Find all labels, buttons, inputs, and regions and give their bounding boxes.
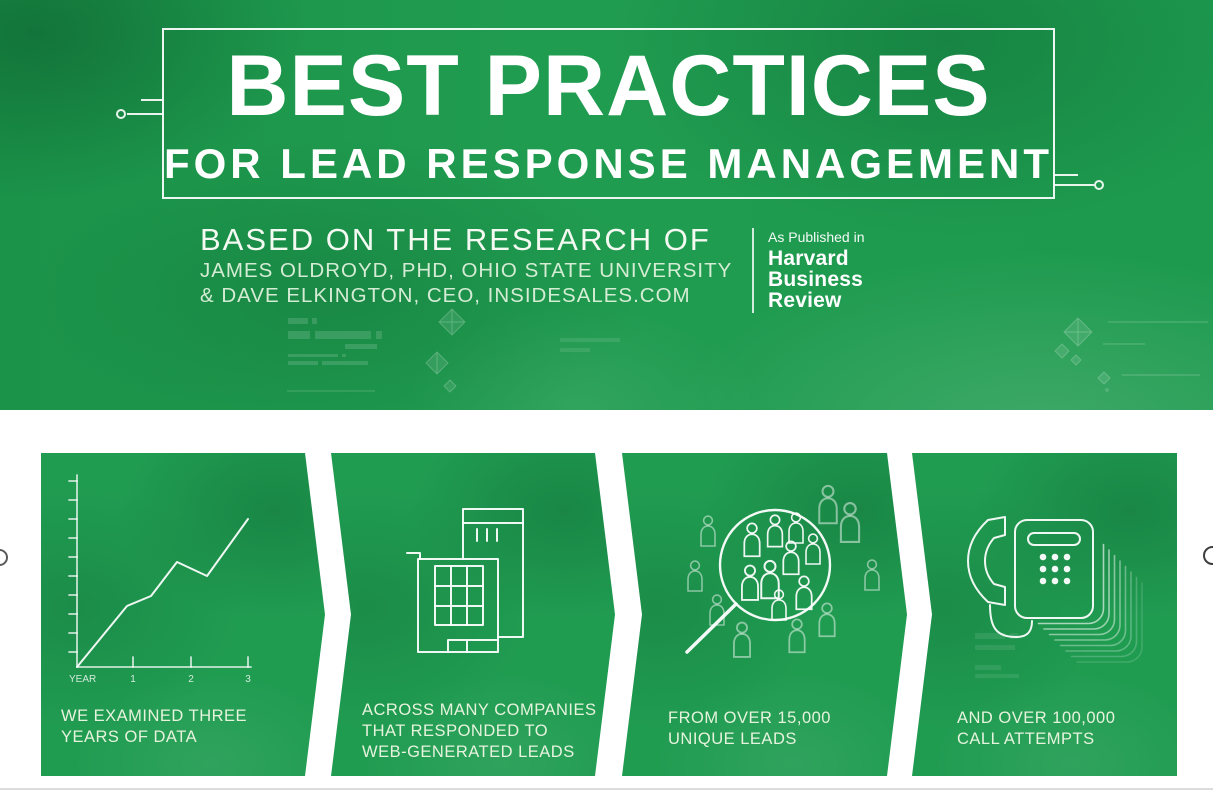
hbr-logo-line-2: Business [768, 268, 863, 291]
ghost-text-bars [287, 318, 620, 392]
title-box: BEST PRACTICES FOR LEAD RESPONSE MANAGEM… [162, 28, 1055, 199]
svg-text:2: 2 [188, 674, 194, 685]
vertical-divider [752, 228, 754, 313]
page-subtitle: FOR LEAD RESPONSE MANAGEMENT [163, 139, 1054, 187]
based-on-label: BASED ON THE RESEARCH OF [200, 222, 711, 257]
carousel-prev-button[interactable] [0, 549, 8, 566]
panel-three-years-of-data: YEAR 1 2 3 WE EXAMINED THREE YEARS OF DA… [41, 453, 325, 776]
researcher-line-2: & DAVE ELKINGTON, CEO, INSIDESALES.COM [200, 284, 691, 307]
circuit-trace-right-icon [1054, 174, 1104, 190]
svg-text:3: 3 [245, 674, 251, 685]
ghost-text-bars [975, 633, 1019, 678]
buildings-icon [403, 503, 533, 663]
hero-section: BEST PRACTICES FOR LEAD RESPONSE MANAGEM… [0, 0, 1213, 410]
panel-caption: FROM OVER 15,000 UNIQUE LEADS [668, 709, 831, 748]
panel-unique-leads: FROM OVER 15,000 UNIQUE LEADS [622, 453, 907, 776]
page-title: BEST PRACTICES [226, 37, 991, 134]
panel-many-companies: ACROSS MANY COMPANIES THAT RESPONDED TO … [331, 453, 615, 776]
circuit-trace-left-icon [116, 99, 163, 119]
panel-caption: ACROSS MANY COMPANIES THAT RESPONDED TO … [362, 701, 597, 761]
hbr-logo-line-1: Harvard [768, 247, 849, 270]
panel-caption: AND OVER 100,000 CALL ATTEMPTS [957, 709, 1116, 748]
svg-text:1: 1 [130, 674, 136, 685]
carousel-next-button[interactable] [1203, 546, 1213, 565]
byline-block: BASED ON THE RESEARCH OF JAMES OLDROYD, … [200, 222, 732, 308]
harvard-business-review-badge: As Published in Harvard Business Review [752, 228, 865, 313]
published-in-label: As Published in [768, 229, 865, 245]
svg-text:YEAR: YEAR [69, 674, 96, 685]
panel-call-attempts: AND OVER 100,000 CALL ATTEMPTS [912, 453, 1177, 776]
diamond-deco-icons [425, 308, 1111, 393]
magnifier-crowd-icon [648, 483, 883, 693]
panel-caption: WE EXAMINED THREE YEARS OF DATA [61, 707, 248, 746]
phone-icon [967, 516, 1143, 678]
bottom-divider [0, 788, 1213, 790]
line-chart-icon: YEAR 1 2 3 [53, 467, 263, 699]
ghost-lines-right [1103, 321, 1208, 392]
researcher-line-1: JAMES OLDROYD, PHD, OHIO STATE UNIVERSIT… [200, 259, 733, 282]
hbr-logo-line-3: Review [768, 289, 842, 312]
